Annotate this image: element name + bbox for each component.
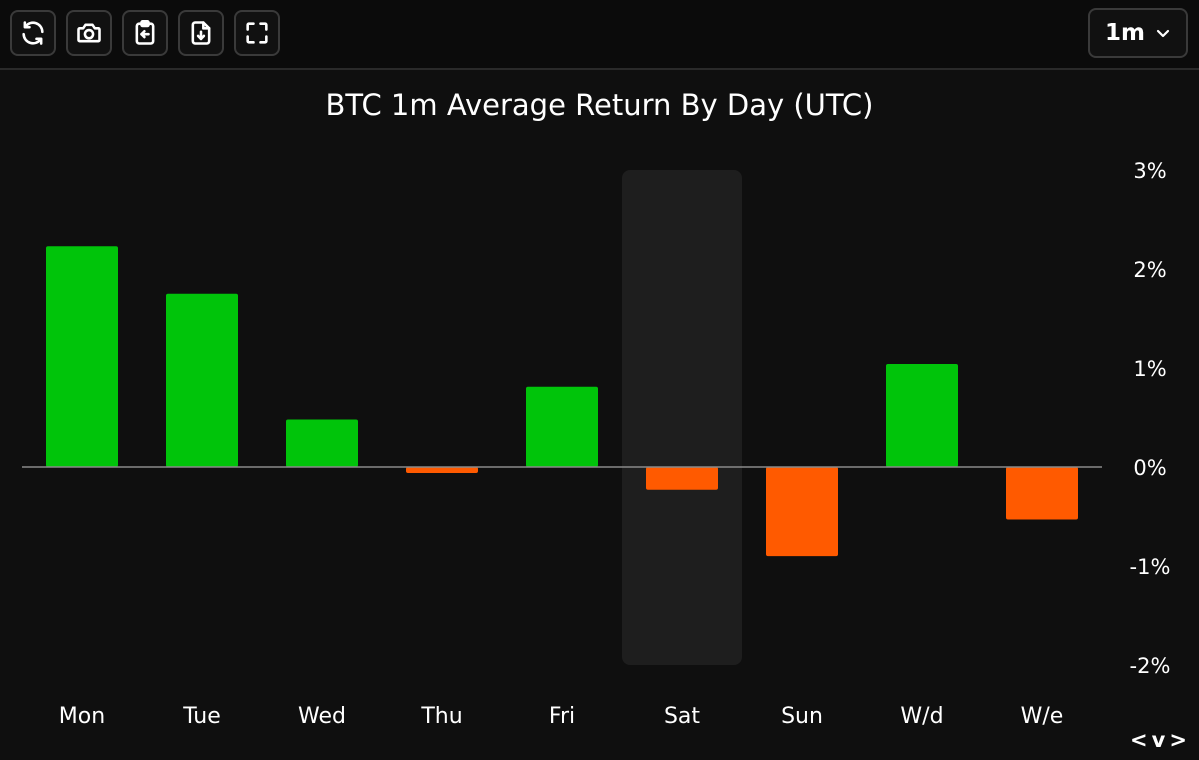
bar-thu[interactable]: [406, 467, 478, 473]
nav-prev-button[interactable]: <: [1130, 727, 1148, 752]
highlight-column-sat: [622, 170, 742, 665]
x-tick-label: Fri: [549, 704, 575, 729]
download-button[interactable]: [178, 10, 224, 56]
x-tick-label: Sun: [781, 704, 823, 729]
y-tick-label: -2%: [1130, 654, 1171, 678]
x-tick-label: W/e: [1021, 704, 1064, 729]
x-tick-label: W/d: [900, 704, 943, 729]
chart-nav: < v >: [1130, 727, 1190, 753]
nav-next-button[interactable]: >: [1169, 727, 1187, 752]
interval-select[interactable]: 1m: [1088, 8, 1188, 58]
bar-we[interactable]: [1006, 467, 1078, 520]
refresh-button[interactable]: [10, 10, 56, 56]
bar-wed[interactable]: [286, 419, 358, 467]
refresh-icon: [22, 21, 44, 45]
x-tick-label: Mon: [59, 704, 105, 729]
interval-value: 1m: [1105, 20, 1145, 46]
bar-mon[interactable]: [46, 246, 118, 467]
chart-title: BTC 1m Average Return By Day (UTC): [325, 88, 874, 122]
fullscreen-icon: [246, 22, 268, 44]
bar-sat[interactable]: [646, 467, 718, 490]
y-tick-label: 3%: [1133, 159, 1166, 183]
x-tick-label: Sat: [664, 704, 700, 729]
y-tick-label: 0%: [1133, 456, 1166, 480]
copy-to-clipboard-button[interactable]: [122, 10, 168, 56]
chevron-down-icon: [1156, 29, 1170, 38]
y-tick-label: -1%: [1130, 555, 1171, 579]
camera-icon: [77, 23, 101, 43]
y-tick-label: 1%: [1133, 357, 1166, 381]
file-download-icon: [191, 21, 211, 45]
x-tick-label: Tue: [182, 704, 221, 729]
x-tick-label: Thu: [420, 704, 462, 729]
screenshot-button[interactable]: [66, 10, 112, 56]
bar-tue[interactable]: [166, 293, 238, 467]
x-tick-label: Wed: [298, 704, 346, 729]
y-tick-label: 2%: [1133, 258, 1166, 282]
fullscreen-button[interactable]: [234, 10, 280, 56]
bar-sun[interactable]: [766, 467, 838, 557]
bar-wd[interactable]: [886, 364, 958, 467]
chart-toolbar: 1m: [0, 0, 1199, 70]
nav-down-button[interactable]: v: [1151, 727, 1166, 752]
clipboard-icon: [135, 20, 155, 45]
bar-fri[interactable]: [526, 386, 598, 467]
